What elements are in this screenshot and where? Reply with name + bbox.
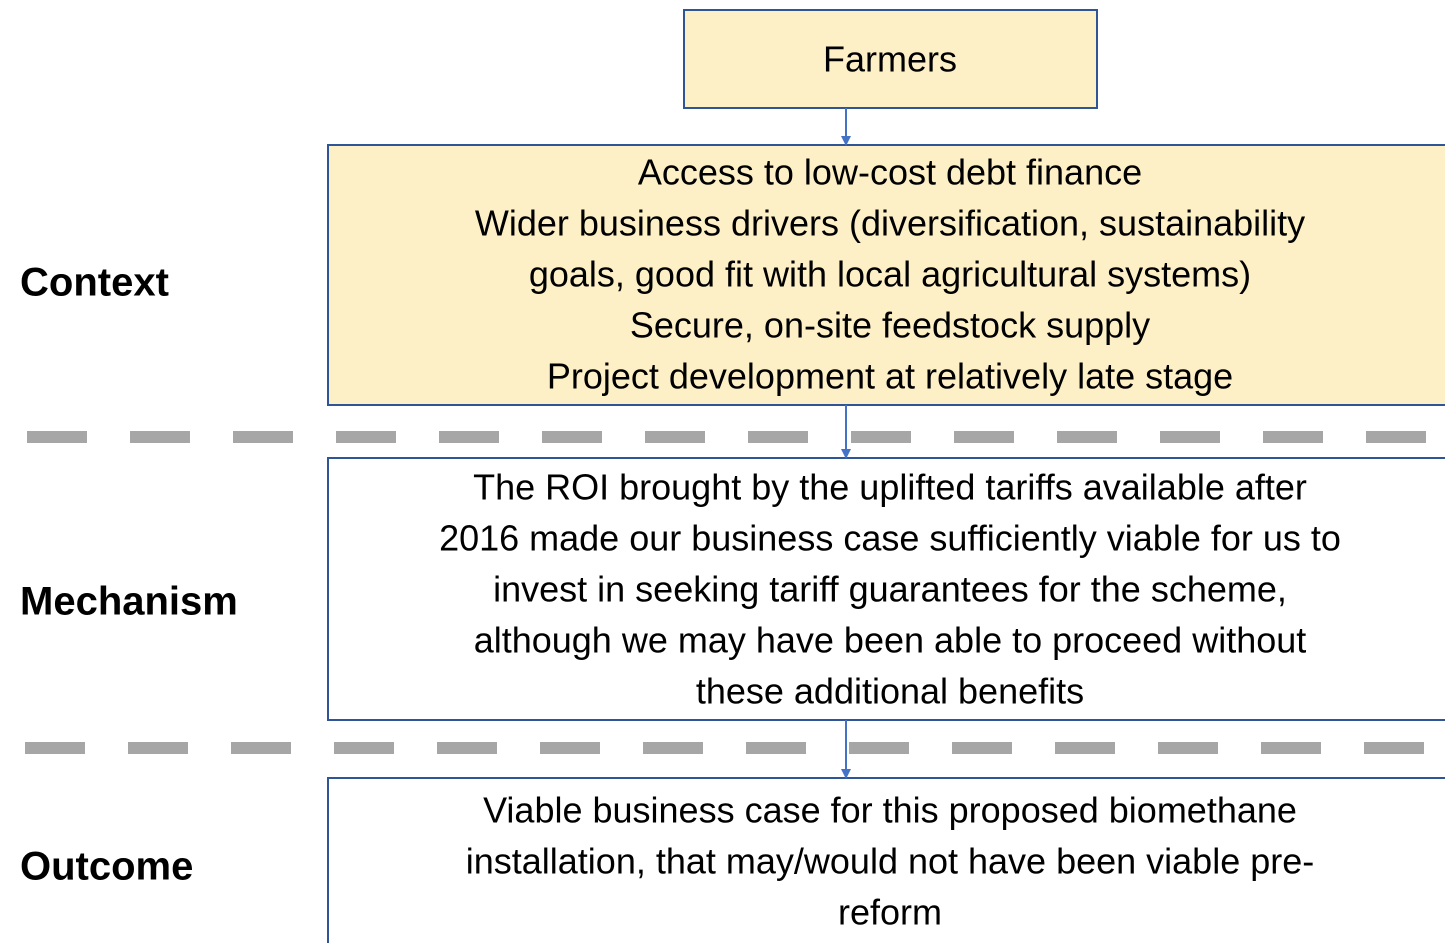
text-line: these additional benefits — [696, 671, 1084, 712]
outcome-box — [327, 777, 1445, 943]
text-line: The ROI brought by the uplifted tariffs … — [473, 467, 1307, 508]
row-label: Mechanism — [20, 580, 238, 624]
text-line: Project development at relatively late s… — [547, 356, 1233, 397]
outcome-text: Viable business case for this proposed b… — [466, 790, 1315, 933]
text-line: Wider business drivers (diversification,… — [475, 203, 1305, 244]
context-box — [327, 144, 1445, 406]
text-line: Secure, on-site feedstock supply — [630, 305, 1150, 346]
context-text: Access to low-cost debt finance Wider bus… — [475, 152, 1305, 397]
row-label: Context — [20, 261, 169, 305]
mechanism-text: The ROI brought by the uplifted tariffs … — [439, 467, 1341, 712]
text-line: installation, that may/would not have be… — [466, 841, 1315, 882]
farmers-box — [683, 9, 1098, 109]
text-line: although we may have been able to procee… — [474, 620, 1307, 661]
text-line: Access to low-cost debt finance — [638, 152, 1142, 193]
row-label: Outcome — [20, 845, 193, 889]
text-line: invest in seeking tariff guarantees for … — [493, 569, 1287, 610]
text-line: 2016 made our business case sufficiently… — [439, 518, 1341, 559]
mechanism-box — [327, 457, 1445, 721]
node-label: Farmers — [823, 39, 957, 80]
text-line: reform — [838, 892, 942, 933]
text-line: Viable business case for this proposed b… — [483, 790, 1297, 831]
text-line: goals, good fit with local agricultural … — [529, 254, 1251, 295]
